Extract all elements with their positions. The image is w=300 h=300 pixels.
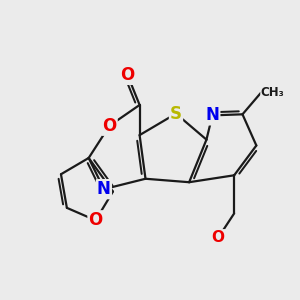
Text: N: N <box>97 180 111 198</box>
Text: O: O <box>88 211 103 229</box>
Text: CH₃: CH₃ <box>261 86 285 99</box>
Text: O: O <box>212 230 225 245</box>
Text: O: O <box>120 66 135 84</box>
Text: S: S <box>170 105 182 123</box>
Text: O: O <box>102 117 117 135</box>
Text: N: N <box>206 106 219 124</box>
